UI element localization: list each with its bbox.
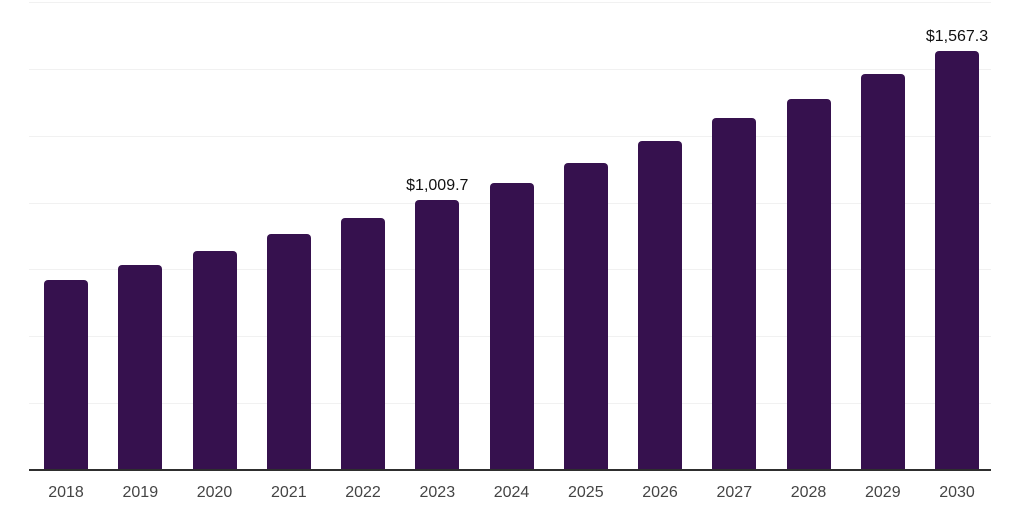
bar-2027 — [712, 118, 757, 470]
bar-2028 — [786, 98, 831, 470]
x-tick-label-2020: 2020 — [196, 484, 233, 501]
gridline — [29, 2, 991, 3]
bar-2022 — [341, 218, 385, 470]
value-label-2030: $1,567.3 — [925, 27, 989, 45]
x-tick-label-2027: 2027 — [716, 484, 753, 501]
gridline — [29, 68, 991, 70]
bar-2020 — [192, 250, 237, 470]
bar-2030 — [935, 50, 979, 470]
bar-2025 — [563, 162, 608, 470]
bar-2026 — [638, 140, 682, 470]
x-tick-label-2024: 2024 — [493, 484, 530, 501]
value-label-2023: $1,009.7 — [406, 177, 469, 194]
gridline — [29, 135, 991, 137]
x-tick-label-2028: 2028 — [790, 484, 827, 501]
x-tick-label-2018: 2018 — [48, 484, 84, 501]
x-tick-label-2021: 2021 — [271, 484, 307, 501]
x-tick-label-2023: 2023 — [419, 484, 456, 501]
x-tick-label-2025: 2025 — [568, 484, 604, 501]
x-tick-label-2022: 2022 — [345, 484, 381, 501]
x-tick-label-2026: 2026 — [642, 484, 678, 501]
x-tick-label-2019: 2019 — [122, 484, 159, 501]
x-tick-label-2030: 2030 — [939, 484, 975, 501]
x-axis-line — [29, 469, 991, 471]
bar-2024 — [489, 182, 534, 470]
bar-2018 — [44, 279, 88, 470]
bar-2021 — [266, 233, 311, 470]
x-tick-label-2029: 2029 — [865, 484, 901, 501]
bar-2029 — [860, 73, 905, 470]
bar-2019 — [118, 265, 163, 470]
bar-2023 — [415, 200, 460, 470]
